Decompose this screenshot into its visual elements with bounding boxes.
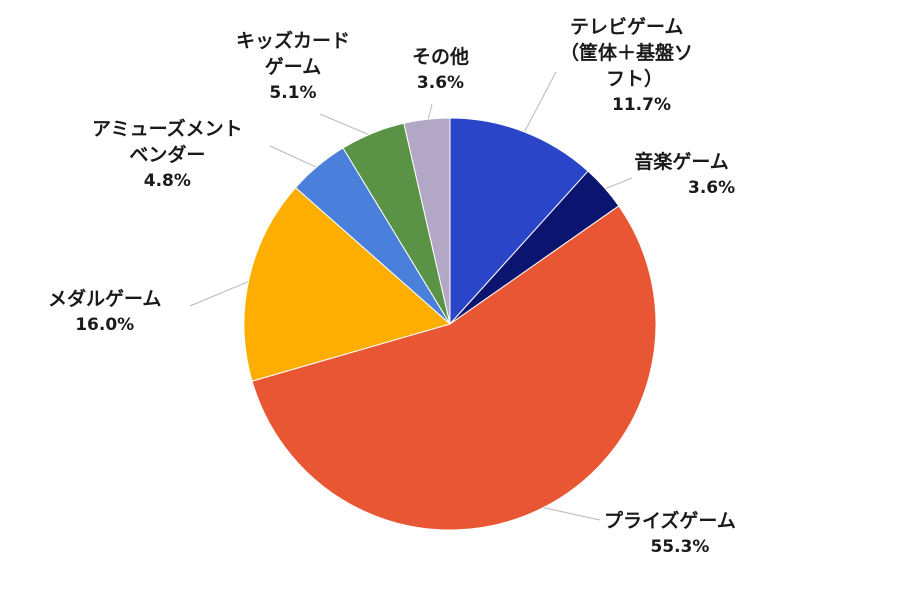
pie-slices <box>243 117 657 531</box>
label-medal-game-name: メダルゲーム <box>48 288 162 310</box>
label-other-name: その他 <box>412 46 470 68</box>
label-tv-game-line2: （筐体＋基盤ソ <box>560 42 694 64</box>
label-kids-card-game-value: 5.1% <box>269 83 317 103</box>
label-tv-game-value: 11.7% <box>612 95 671 115</box>
label-amusement-vender-value: 4.8% <box>143 171 191 191</box>
label-tv-game-line1: テレビゲーム <box>570 16 684 38</box>
label-medal-game-value: 16.0% <box>75 315 135 335</box>
pie-slice-prize-game <box>251 205 657 531</box>
leader-line-medal-game <box>189 279 254 307</box>
leader-line-kids-card-game <box>319 113 375 138</box>
label-other: その他 3.6% <box>412 44 469 96</box>
label-tv-game-line3: フト） <box>606 68 664 90</box>
label-music-game-value: 3.6% <box>688 178 736 198</box>
label-medal-game: メダルゲーム 16.0% <box>48 286 161 338</box>
pie-slice-other <box>403 117 451 325</box>
label-tv-game: テレビゲーム （筐体＋基盤ソ フト） 11.7% <box>560 14 693 118</box>
label-prize-game: プライズゲーム 55.3% <box>604 508 736 560</box>
label-kids-card-game: キッズカード ゲーム 5.1% <box>236 28 350 106</box>
pie-slice-tv-game <box>449 117 589 326</box>
label-amusement-vender-line2: ベンダー <box>129 144 206 166</box>
label-music-game: 音楽ゲーム 3.6% <box>628 149 735 201</box>
leader-line-music-game <box>601 177 633 191</box>
label-kids-card-game-line2: ゲーム <box>264 56 322 78</box>
label-amusement-vender-line1: アミューズメント <box>92 118 243 140</box>
leader-line-prize-game <box>536 505 601 521</box>
label-other-value: 3.6% <box>416 73 465 93</box>
pie-slice-medal-game <box>243 186 452 382</box>
label-prize-game-value: 55.3% <box>650 537 710 557</box>
leader-line-amusement-vender <box>269 145 321 170</box>
label-music-game-name: 音楽ゲーム <box>634 151 729 173</box>
label-kids-card-game-line1: キッズカード <box>236 30 351 52</box>
leader-lines <box>189 71 633 521</box>
label-prize-game-name: プライズゲーム <box>604 510 736 532</box>
leader-line-tv-game <box>522 71 557 136</box>
label-amusement-vender: アミューズメント ベンダー 4.8% <box>92 116 243 194</box>
